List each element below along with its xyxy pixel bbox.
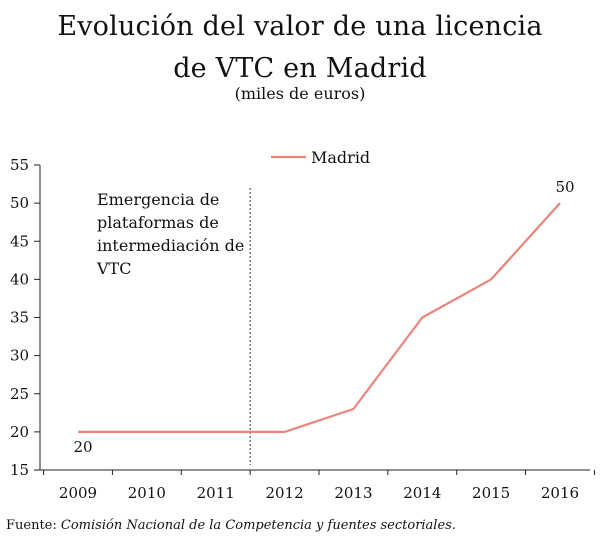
y-tick-label: 30 bbox=[10, 347, 29, 365]
y-tick-label: 15 bbox=[10, 461, 29, 479]
annotation: Emergencia de plataformas de intermediació… bbox=[96, 188, 251, 465]
data-label: 20 bbox=[73, 438, 92, 456]
annotation-text-line: intermediación de bbox=[97, 236, 244, 255]
legend: Madrid bbox=[271, 148, 370, 167]
x-tick-label: 2014 bbox=[403, 484, 441, 502]
data-point bbox=[490, 278, 492, 280]
x-tick-label: 2010 bbox=[128, 484, 166, 502]
data-point bbox=[215, 431, 217, 433]
x-tick-label: 2011 bbox=[197, 484, 235, 502]
y-tick-label: 20 bbox=[10, 423, 29, 441]
y-tick-label: 55 bbox=[10, 156, 29, 174]
chart-axes bbox=[39, 165, 590, 471]
data-point bbox=[352, 408, 354, 410]
line-chart: 15 20 25 30 35 40 45 50 55 2009 2010 2011 2012 2013 20… bbox=[10, 148, 595, 502]
data-label: 50 bbox=[555, 178, 574, 196]
data-point bbox=[77, 431, 79, 433]
chart-title-line-1: Evolución del valor de una licencia bbox=[57, 11, 543, 42]
x-tick-label: 2012 bbox=[265, 484, 303, 502]
series-line-madrid bbox=[78, 202, 561, 433]
data-point bbox=[146, 431, 148, 433]
x-tick-label: 2016 bbox=[541, 484, 579, 502]
y-tick-label: 40 bbox=[10, 270, 29, 288]
data-point bbox=[421, 317, 423, 319]
y-tick-label: 25 bbox=[10, 385, 29, 403]
series-layer bbox=[77, 202, 561, 433]
data-point bbox=[559, 202, 561, 204]
chart-title: Evolución del valor de una licencia de V… bbox=[0, 6, 600, 90]
x-tick-label: 2009 bbox=[59, 484, 97, 502]
annotation-text-line: VTC bbox=[96, 259, 131, 278]
source-prefix: Fuente: bbox=[6, 518, 57, 533]
legend-label: Madrid bbox=[311, 148, 370, 167]
data-point bbox=[284, 431, 286, 433]
annotation-text-line: plataformas de bbox=[97, 213, 219, 232]
y-tick-label: 35 bbox=[10, 309, 29, 327]
x-tick-label: 2015 bbox=[472, 484, 510, 502]
axis-ticks: 15 20 25 30 35 40 45 50 55 2009 2010 2011 2012 2013 20… bbox=[10, 156, 595, 502]
x-tick-label: 2013 bbox=[334, 484, 372, 502]
annotation-text-line: Emergencia de bbox=[97, 190, 219, 209]
chart-title-line-2: de VTC en Madrid bbox=[173, 53, 427, 84]
y-tick-label: 45 bbox=[10, 232, 29, 250]
chart-subtitle: (miles de euros) bbox=[234, 84, 366, 103]
source-text: Comisión Nacional de la Competencia y fu… bbox=[60, 518, 456, 533]
y-tick-label: 50 bbox=[10, 194, 29, 212]
source-note: Fuente: Comisión Nacional de la Competen… bbox=[6, 518, 456, 533]
